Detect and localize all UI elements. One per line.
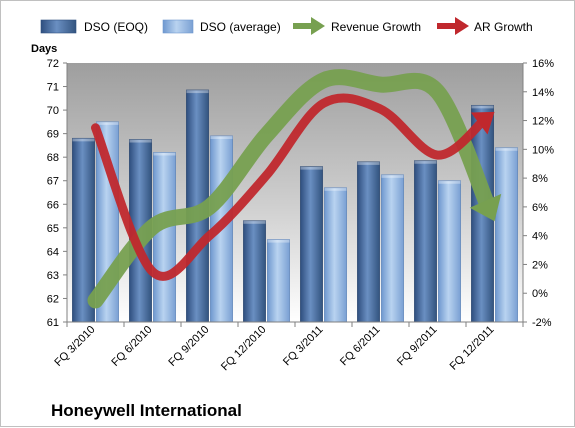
bar-dso-average bbox=[495, 147, 518, 323]
legend-arrowhead-ar-growth bbox=[455, 17, 469, 35]
x-tick-label: FQ 3/2011 bbox=[281, 324, 326, 369]
bar-dso-average bbox=[381, 174, 404, 323]
series-arrowhead-ar-growth bbox=[470, 111, 495, 135]
legend-swatch-dso-average bbox=[162, 19, 194, 34]
y2-tick-label: 10% bbox=[532, 144, 554, 156]
bar-cap-dso-average bbox=[438, 180, 461, 184]
y2-tick-label: 6% bbox=[532, 202, 548, 214]
y2-tick-label: 14% bbox=[532, 87, 554, 99]
y2-tick-label: 0% bbox=[532, 288, 548, 300]
bar-cap-dso-eoq bbox=[186, 90, 209, 94]
bar-dso-eoq bbox=[243, 220, 266, 323]
bar-cap-dso-eoq bbox=[357, 161, 380, 165]
chart-title: Honeywell International bbox=[51, 401, 242, 420]
bar-cap-dso-eoq bbox=[72, 138, 95, 142]
bar-cap-dso-average bbox=[96, 121, 119, 125]
bar-cap-dso-eoq bbox=[414, 160, 437, 164]
bar-dso-average bbox=[324, 187, 347, 323]
bar-cap-dso-eoq bbox=[471, 105, 494, 109]
series-arrows-layer bbox=[87, 69, 502, 309]
legend-label-revenue-growth: Revenue Growth bbox=[331, 20, 421, 34]
legend-swatch-dso-eoq bbox=[40, 19, 77, 34]
y-tick-label: 68 bbox=[47, 152, 59, 164]
bar-cap-dso-average bbox=[267, 239, 290, 243]
y-tick-label: 69 bbox=[47, 129, 59, 141]
chart-legend: DSO (EOQ) DSO (average) Revenue Growth A… bbox=[40, 17, 533, 35]
y2-tick-label: 8% bbox=[532, 173, 548, 185]
x-tick-label: FQ 3/2010 bbox=[52, 324, 97, 369]
legend-arrowhead-revenue-growth bbox=[311, 17, 325, 35]
y2-axis-ticks: -2% 0% 2% 4% 6% 8% 10% 12% 14% 16% bbox=[523, 58, 554, 329]
bar-dso-average bbox=[438, 180, 461, 323]
legend-item-ar-growth: AR Growth bbox=[437, 17, 533, 35]
y-tick-label: 65 bbox=[47, 223, 59, 235]
x-tick-label: FQ 12/2011 bbox=[448, 324, 497, 373]
bar-dso-average bbox=[153, 152, 176, 323]
y-tick-label: 62 bbox=[47, 293, 59, 305]
legend-item-dso-eoq: DSO (EOQ) bbox=[40, 19, 148, 34]
x-tick-label: FQ 6/2011 bbox=[338, 324, 383, 369]
y-tick-label: 67 bbox=[47, 176, 59, 188]
x-tick-label: FQ 6/2010 bbox=[109, 324, 154, 369]
series-arrowhead-revenue-growth bbox=[469, 193, 502, 222]
bar-cap-dso-eoq bbox=[300, 166, 323, 170]
y2-tick-label: 12% bbox=[532, 116, 554, 128]
y2-tick-label: 2% bbox=[532, 259, 548, 271]
legend-item-revenue-growth: Revenue Growth bbox=[293, 17, 421, 35]
y2-tick-label: -2% bbox=[532, 317, 552, 329]
y-tick-label: 63 bbox=[47, 270, 59, 282]
bar-cap-dso-average bbox=[153, 152, 176, 156]
bar-dso-average bbox=[267, 239, 290, 323]
bar-cap-dso-average bbox=[495, 147, 518, 151]
bar-cap-dso-eoq bbox=[129, 139, 152, 143]
x-tick-label: FQ 9/2011 bbox=[395, 324, 440, 369]
legend-label-dso-average: DSO (average) bbox=[200, 20, 281, 34]
series-line-ar-growth bbox=[91, 93, 490, 281]
y-axis-title: Days bbox=[31, 43, 57, 55]
y-tick-label: 70 bbox=[47, 105, 59, 117]
bar-dso-eoq bbox=[300, 166, 323, 323]
bar-cap-dso-average bbox=[381, 174, 404, 178]
bar-cap-dso-average bbox=[324, 187, 347, 191]
x-axis-ticks: FQ 3/2010 FQ 6/2010 FQ 9/2010 FQ 12/2010 FQ … bbox=[52, 322, 524, 374]
y-axis-ticks: 61 62 63 64 65 66 67 68 69 70 71 72 bbox=[47, 58, 67, 329]
legend-item-dso-average: DSO (average) bbox=[162, 19, 281, 34]
bar-dso-eoq bbox=[357, 161, 380, 323]
legend-label-ar-growth: AR Growth bbox=[474, 20, 533, 34]
y-tick-label: 66 bbox=[47, 199, 59, 211]
legend-label-dso-eoq: DSO (EOQ) bbox=[84, 20, 148, 34]
x-tick-label: FQ 12/2010 bbox=[219, 324, 269, 374]
series-line-revenue-growth bbox=[87, 69, 498, 309]
bar-cap-dso-eoq bbox=[243, 220, 266, 224]
x-tick-label: FQ 9/2010 bbox=[166, 324, 211, 369]
bar-dso-eoq bbox=[414, 160, 437, 323]
y-tick-label: 71 bbox=[47, 82, 59, 94]
y-tick-label: 72 bbox=[47, 58, 59, 70]
y-tick-label: 61 bbox=[47, 317, 59, 329]
y2-tick-label: 16% bbox=[532, 58, 554, 70]
y2-tick-label: 4% bbox=[532, 231, 548, 243]
bar-cap-dso-average bbox=[210, 135, 233, 139]
y-tick-label: 64 bbox=[47, 246, 59, 258]
